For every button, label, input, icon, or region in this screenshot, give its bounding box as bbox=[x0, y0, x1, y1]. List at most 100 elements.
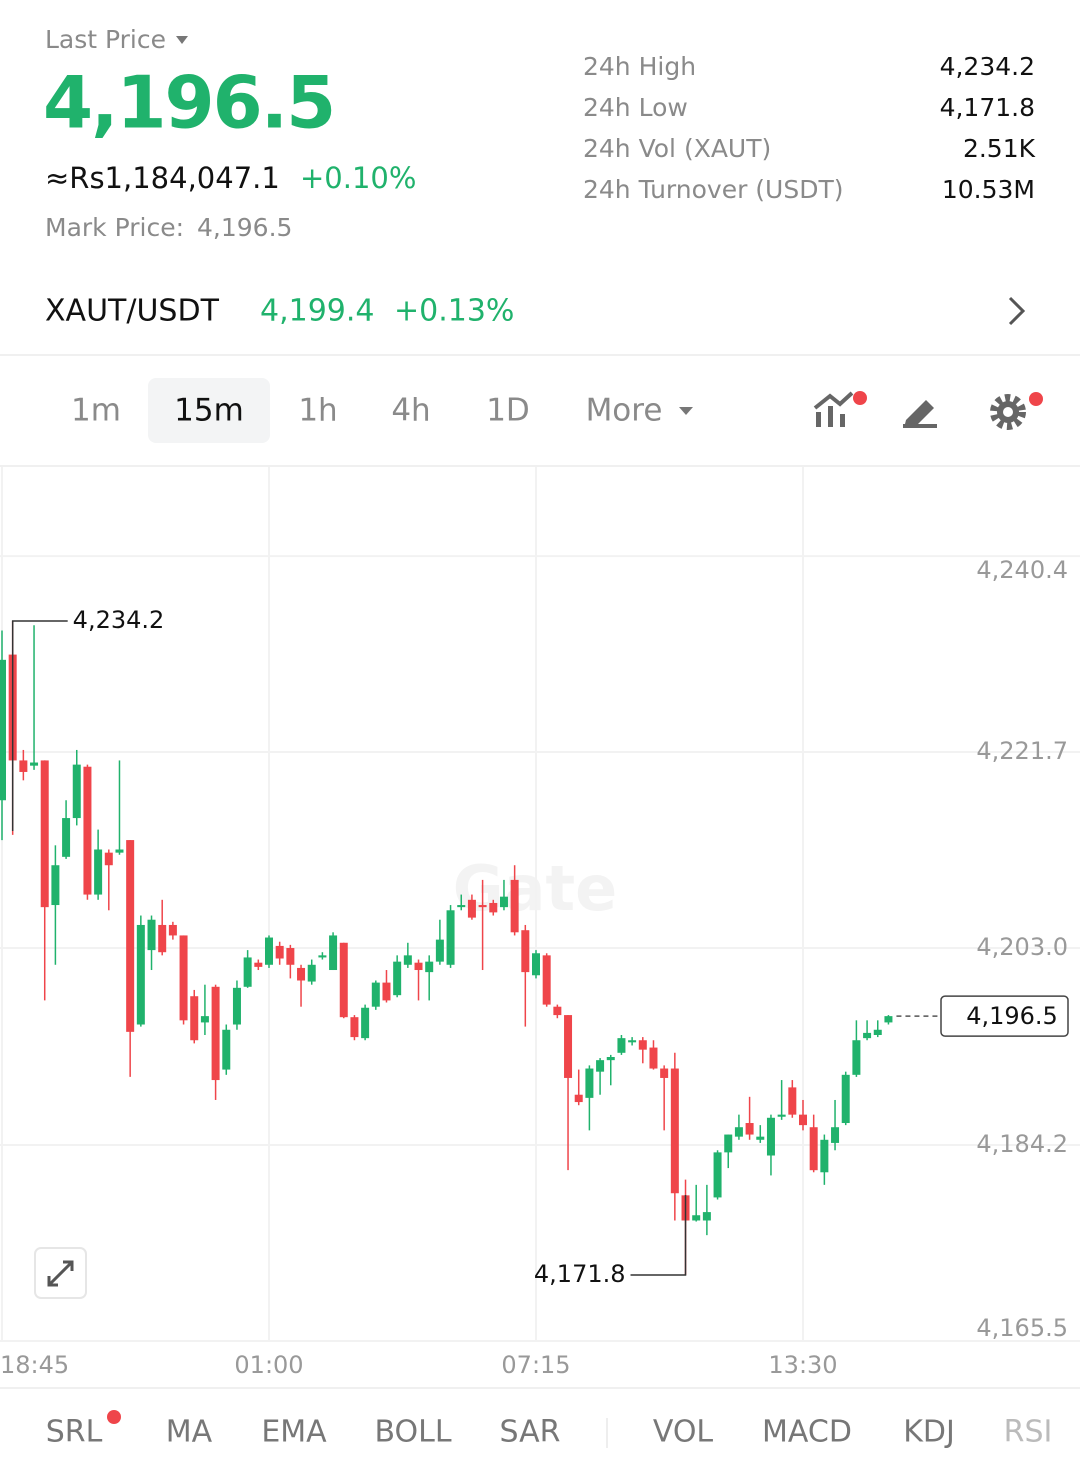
candle-body bbox=[200, 1016, 209, 1023]
stat-value: 4,171.8 bbox=[940, 93, 1035, 122]
candle-body bbox=[724, 1134, 733, 1153]
stat-value: 2.51K bbox=[963, 134, 1036, 163]
candle-body bbox=[478, 905, 487, 908]
candle-body bbox=[339, 942, 348, 1018]
candle-body bbox=[799, 1114, 807, 1126]
timeframe-tab[interactable]: 1h bbox=[298, 393, 337, 429]
timeframe-tab[interactable]: 15m bbox=[174, 393, 244, 429]
candle-body bbox=[318, 955, 327, 958]
expand-button[interactable] bbox=[34, 1247, 87, 1299]
candle-body bbox=[435, 939, 444, 962]
low-marker-label: 4,171.8 bbox=[534, 1260, 626, 1288]
timeframe-tab[interactable]: More bbox=[586, 393, 663, 429]
candle-body bbox=[179, 935, 188, 1021]
candle-body bbox=[734, 1127, 743, 1137]
timeframe-tab[interactable]: 1D bbox=[486, 393, 530, 429]
candle-body bbox=[777, 1114, 786, 1117]
candle-body bbox=[809, 1127, 818, 1171]
candle-body bbox=[83, 766, 92, 895]
tab-highlight bbox=[148, 378, 270, 443]
last-price-label: 4,196.5 bbox=[966, 1002, 1058, 1030]
candle-body bbox=[371, 982, 380, 1007]
indicator-tab[interactable]: RSI bbox=[1004, 1415, 1053, 1450]
stat-label: 24h Turnover (USDT) bbox=[583, 175, 844, 204]
candle-body bbox=[168, 924, 177, 936]
x-tick-label: 18:45 bbox=[0, 1351, 69, 1379]
candle-body bbox=[873, 1029, 882, 1035]
candle-body bbox=[275, 945, 284, 959]
candle-body bbox=[403, 955, 412, 965]
indicator-tab[interactable]: MACD bbox=[762, 1415, 852, 1450]
candle-body bbox=[510, 879, 519, 933]
candle-body bbox=[211, 986, 220, 1081]
dropdown-caret[interactable] bbox=[679, 407, 693, 415]
last-price-box bbox=[940, 995, 1069, 1037]
candle-body bbox=[638, 1040, 647, 1050]
candle-body bbox=[574, 1094, 583, 1103]
candle-body bbox=[425, 961, 434, 973]
candle-body bbox=[596, 1060, 605, 1072]
y-tick-label: 4,221.7 bbox=[976, 737, 1068, 765]
converted-price: ≈Rs1,184,047.1 bbox=[45, 161, 280, 195]
candle-body bbox=[254, 962, 263, 967]
indicator-icon[interactable] bbox=[813, 391, 867, 427]
candle-body bbox=[297, 967, 306, 981]
timeframe-tab[interactable]: 1m bbox=[71, 393, 121, 429]
candle-body bbox=[532, 953, 540, 976]
stat-label: 24h Low bbox=[583, 93, 688, 122]
y-tick-label: 4,203.0 bbox=[976, 933, 1068, 961]
pair-price: 4,199.4 bbox=[260, 294, 375, 329]
low-marker-line bbox=[630, 1194, 687, 1276]
candlestick-chart[interactable]: 4,240.4 4,221.7 4,203.0 4,184.2 4,165.5 18:45… bbox=[0, 467, 1080, 1379]
x-tick-label: 13:30 bbox=[768, 1351, 837, 1379]
timeframe-tabs: 1m 15m 1h 4h 1D More bbox=[71, 378, 693, 443]
candle-body bbox=[617, 1038, 626, 1053]
candle-body bbox=[467, 899, 476, 918]
dropdown-caret[interactable] bbox=[176, 36, 188, 44]
candle-body bbox=[489, 902, 498, 913]
candle-body bbox=[831, 1127, 840, 1143]
stat-value: 4,234.2 bbox=[940, 52, 1035, 81]
candle-body bbox=[841, 1074, 850, 1124]
indicator-tab[interactable]: SRL bbox=[46, 1415, 103, 1450]
candle-body bbox=[564, 1015, 573, 1078]
high-marker-label: 4,234.2 bbox=[73, 606, 165, 634]
last-price-label[interactable]: Last Price bbox=[45, 25, 166, 54]
candle-body bbox=[0, 659, 6, 801]
indicator-tab[interactable]: VOL bbox=[653, 1415, 714, 1450]
candle-body bbox=[745, 1123, 754, 1135]
candle-body bbox=[702, 1212, 711, 1221]
candle-body bbox=[788, 1087, 797, 1115]
indicator-tab[interactable]: BOLL bbox=[374, 1415, 451, 1450]
chevron[interactable] bbox=[1008, 296, 1026, 326]
settings-icon[interactable] bbox=[990, 392, 1043, 430]
candle-body bbox=[606, 1057, 615, 1061]
candle-body bbox=[329, 935, 338, 971]
candle-body bbox=[446, 910, 455, 965]
last-price: 4,196.5 bbox=[43, 61, 334, 145]
candle-body bbox=[126, 840, 135, 1032]
pair-name[interactable]: XAUT/USDT bbox=[45, 294, 220, 329]
candle-body bbox=[499, 896, 508, 908]
candle-body bbox=[147, 919, 156, 951]
timeframe-tab[interactable]: 4h bbox=[391, 393, 430, 429]
candle-body bbox=[72, 764, 81, 819]
notification-dot bbox=[107, 1410, 121, 1424]
price-change: +0.10% bbox=[300, 161, 416, 195]
y-tick-label: 4,165.5 bbox=[976, 1314, 1068, 1342]
candle-body bbox=[457, 905, 466, 908]
candle-body bbox=[521, 930, 530, 973]
candle-body bbox=[40, 760, 49, 908]
indicator-tab[interactable]: SAR bbox=[500, 1415, 561, 1450]
draw-icon[interactable] bbox=[903, 400, 937, 428]
indicator-tab[interactable]: KDJ bbox=[903, 1415, 955, 1450]
indicator-tab[interactable]: EMA bbox=[261, 1415, 327, 1450]
candle-body bbox=[670, 1068, 679, 1194]
indicator-tab[interactable]: MA bbox=[166, 1415, 213, 1450]
candle-body bbox=[553, 1006, 562, 1016]
candle-body bbox=[628, 1040, 637, 1043]
candle-body bbox=[884, 1016, 893, 1023]
candle-body bbox=[232, 987, 241, 1025]
candle-body bbox=[222, 1029, 231, 1070]
candle-body bbox=[361, 1007, 370, 1039]
